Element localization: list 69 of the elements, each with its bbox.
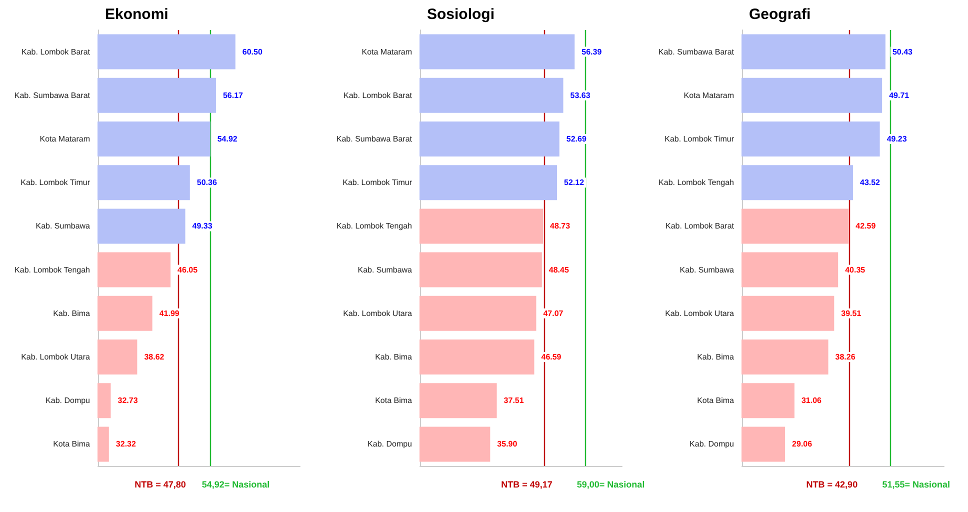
- data-label: 56.17: [222, 90, 244, 100]
- data-label: 46.05: [178, 265, 198, 274]
- y-tick-label: Kab. Lombok Timur: [342, 178, 412, 188]
- y-tick-label: Kab. Bima: [697, 352, 735, 362]
- y-tick-label: Kab. Lombok Timur: [664, 134, 734, 144]
- data-label: 32.73: [118, 396, 138, 406]
- y-tick-label: Kab. Dompu: [46, 396, 90, 406]
- y-tick-label: Kab. Sumbawa Barat: [658, 47, 735, 56]
- y-tick-label: Kab. Lombok Timur: [20, 178, 90, 188]
- y-tick-label: Kab. Lombok Barat: [666, 222, 735, 231]
- data-label: 32.32: [116, 440, 136, 449]
- data-label: 35.90: [497, 440, 518, 449]
- y-tick-label: Kab. Bima: [53, 308, 91, 318]
- data-label: 49.33: [192, 222, 213, 231]
- data-label: 42.59: [856, 222, 876, 231]
- data-label: 38.26: [835, 352, 856, 362]
- chart-title: Geografi: [749, 6, 811, 23]
- data-label: 37.51: [504, 396, 524, 406]
- y-tick-label: Kab. Lombok Tengah: [14, 265, 90, 274]
- data-label: 46.59: [541, 352, 562, 362]
- y-tick-label: Kab. Lombok Tengah: [658, 178, 734, 188]
- data-label: 50.43: [892, 47, 914, 56]
- ref-line-label: NTB = 49,17: [501, 480, 552, 490]
- y-tick-label: Kab. Sumbawa: [36, 222, 91, 231]
- data-label: 41.99: [159, 308, 180, 318]
- y-tick-label: Kab. Sumbawa Barat: [14, 90, 91, 100]
- data-label: 60.50: [242, 47, 263, 56]
- data-label: 52.12: [564, 178, 585, 188]
- ref-line-label: NTB = 47,80: [134, 480, 186, 490]
- data-label: 43.52: [860, 178, 881, 188]
- ref-line-label: 51,55= Nasional: [882, 480, 950, 490]
- y-tick-label: Kota Mataram: [684, 90, 734, 100]
- y-tick-label: Kab. Bima: [375, 352, 413, 362]
- data-label: 31.06: [801, 396, 822, 406]
- data-label: 38.62: [144, 352, 165, 362]
- ref-line-label: NTB = 42,90: [806, 480, 858, 490]
- y-tick-label: Kota Bima: [53, 440, 91, 449]
- chart-title: Ekonomi: [105, 6, 168, 23]
- y-tick-label: Kab. Lombok Utara: [21, 352, 91, 362]
- y-tick-label: Kota Bima: [375, 396, 413, 406]
- data-label: 50.36: [196, 178, 218, 188]
- y-tick-label: Kab. Lombok Tengah: [336, 222, 412, 231]
- chart-title: Sosiologi: [427, 6, 494, 23]
- y-tick-label: Kab. Lombok Barat: [344, 90, 413, 100]
- y-tick-label: Kab. Lombok Barat: [22, 47, 91, 56]
- data-label: 47.07: [543, 308, 564, 318]
- data-label: 48.73: [550, 222, 571, 231]
- y-tick-label: Kota Mataram: [40, 134, 90, 144]
- data-label: 48.45: [548, 265, 570, 274]
- y-tick-label: Kota Bima: [697, 396, 735, 406]
- y-tick-label: Kab. Sumbawa: [358, 265, 413, 274]
- data-label: 53.63: [570, 90, 591, 100]
- data-label: 40.35: [845, 265, 866, 274]
- data-label: 52.69: [566, 134, 587, 144]
- y-tick-label: Kab. Dompu: [368, 440, 412, 449]
- data-label: 54.92: [217, 134, 238, 144]
- data-label: 49.71: [889, 90, 910, 100]
- data-label: 49.23: [886, 134, 908, 144]
- y-tick-label: Kab. Sumbawa: [680, 265, 735, 274]
- y-tick-label: Kota Mataram: [362, 47, 412, 56]
- y-tick-label: Kab. Sumbawa Barat: [336, 134, 413, 144]
- data-label: 29.06: [792, 440, 813, 449]
- ref-line-label: 54,92= Nasional: [202, 480, 270, 490]
- ref-line-label: 59,00= Nasional: [576, 480, 645, 490]
- y-tick-label: Kab. Dompu: [690, 440, 734, 449]
- y-tick-label: Kab. Lombok Utara: [665, 308, 735, 318]
- data-label: 39.51: [841, 308, 862, 318]
- data-label: 56.39: [582, 47, 602, 56]
- y-tick-label: Kab. Lombok Utara: [343, 308, 413, 318]
